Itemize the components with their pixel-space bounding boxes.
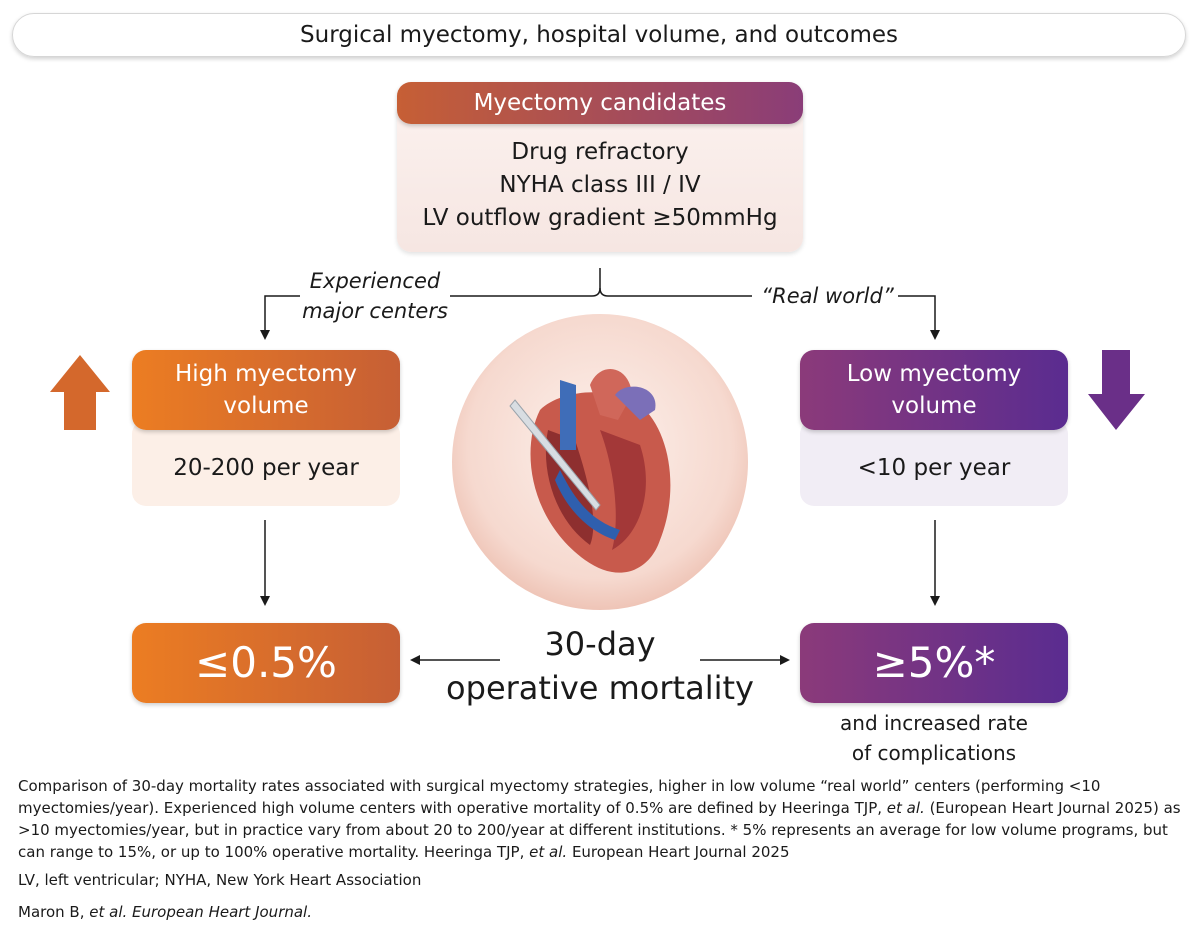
- bracket: [599, 287, 752, 297]
- candidates-header: Myectomy candidates: [397, 82, 803, 124]
- arrow: [260, 295, 300, 340]
- right-result: ≥5%*: [800, 623, 1068, 703]
- branch-label: “Real world”: [761, 284, 894, 308]
- footnote-text: LV, left ventricular; NYHA, New York Hea…: [18, 871, 422, 889]
- title: Surgical myectomy, hospital volume, and …: [12, 13, 1186, 57]
- candidates-body: Drug refractory NYHA class III / IV LV o…: [397, 100, 803, 252]
- footnote-text: (European Heart Journal 2025) as >10 mye…: [18, 799, 1181, 861]
- footnote: Maron B, et al. European Heart Journal.: [18, 901, 1188, 923]
- footnote-text: Maron B,: [18, 903, 90, 921]
- footnote-text: et al. European Heart Journal.: [89, 903, 312, 921]
- center-label: 30-day operative mortality: [430, 622, 770, 710]
- footnote-text: et al.: [529, 843, 568, 861]
- up-arrow: [50, 355, 110, 430]
- left-result: ≤0.5%: [132, 623, 400, 703]
- left-title: High myectomy volume: [132, 350, 400, 430]
- bracket: [450, 268, 601, 297]
- center-line: 30-day: [544, 625, 656, 663]
- center-line: operative mortality: [446, 669, 754, 707]
- heart-illustration: [448, 310, 752, 614]
- branch-label: Experienced major centers: [302, 269, 448, 323]
- footnote-text: et al.: [886, 799, 925, 817]
- footnote: LV, left ventricular; NYHA, New York Hea…: [18, 869, 1188, 891]
- right-note: and increased rate of complications: [840, 711, 1028, 765]
- arrow: [898, 295, 940, 340]
- left-detail: 20-200 per year: [132, 420, 400, 506]
- right-title: Low myectomy volume: [800, 350, 1068, 430]
- footnote: Comparison of 30-day mortality rates ass…: [18, 775, 1188, 863]
- criterion: NYHA class III / IV: [499, 171, 701, 198]
- footnote-text: Comparison of 30-day mortality rates ass…: [18, 777, 1101, 817]
- footnote-text: European Heart Journal 2025: [567, 843, 790, 861]
- criterion: Drug refractory: [511, 138, 689, 165]
- right-detail: <10 per year: [800, 420, 1068, 506]
- criterion: LV outflow gradient ≥50mmHg: [422, 204, 778, 231]
- down-arrow: [1088, 350, 1145, 430]
